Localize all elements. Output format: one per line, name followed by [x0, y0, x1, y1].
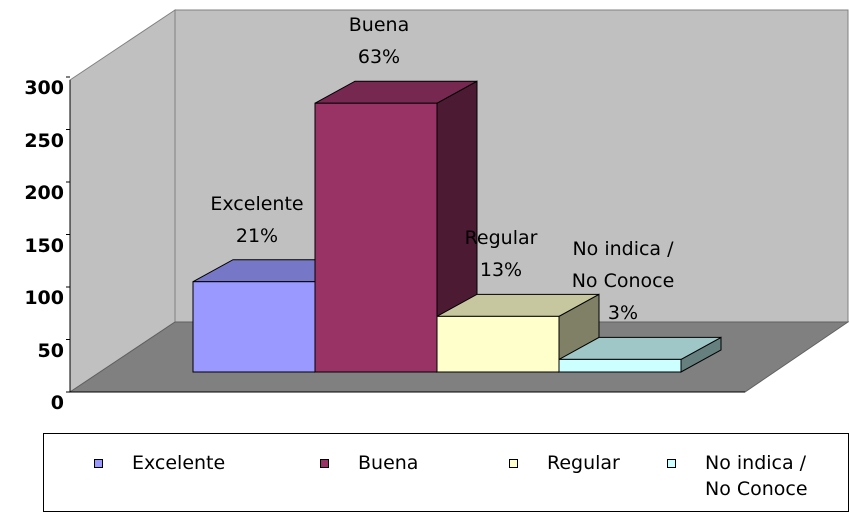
- data-label: Buena 63%: [315, 9, 443, 73]
- data-label: Excelente 21%: [193, 188, 321, 252]
- data-label: No indica / No Conoce 3%: [559, 233, 687, 329]
- legend-swatch: [509, 459, 518, 468]
- bar: [558, 358, 682, 373]
- legend-swatch: [667, 459, 676, 468]
- y-tick-label: 200: [24, 182, 64, 204]
- data-label-category: No indica / No Conoce: [571, 238, 675, 293]
- data-label-category: Buena: [348, 14, 410, 37]
- y-tick-label: 100: [24, 287, 64, 309]
- legend-swatch: [320, 459, 329, 468]
- legend: Excelente Buena Regular No indica / No Cono…: [43, 433, 849, 512]
- bar: [314, 102, 438, 373]
- y-tick-label: 300: [24, 77, 64, 99]
- data-label-value: 63%: [357, 46, 401, 69]
- data-label-value: 13%: [479, 259, 523, 282]
- y-tick-label: 0: [50, 392, 64, 414]
- data-label: Regular 13%: [437, 222, 565, 286]
- legend-label: No indica / No Conoce: [705, 452, 808, 500]
- y-tick-label: 50: [37, 339, 64, 362]
- legend-swatch: [94, 459, 103, 468]
- y-tick-label: 150: [24, 234, 64, 257]
- bar: [436, 315, 560, 373]
- legend-label: Excelente: [132, 452, 226, 474]
- data-label-category: Excelente: [210, 192, 304, 215]
- data-label-category: Regular: [464, 227, 538, 250]
- data-label-value: 3%: [607, 302, 639, 325]
- legend-label: Buena: [358, 452, 419, 474]
- legend-label: Regular: [547, 452, 620, 474]
- y-tick-label: 250: [24, 129, 64, 152]
- data-label-value: 21%: [235, 224, 279, 247]
- bar: [192, 281, 316, 373]
